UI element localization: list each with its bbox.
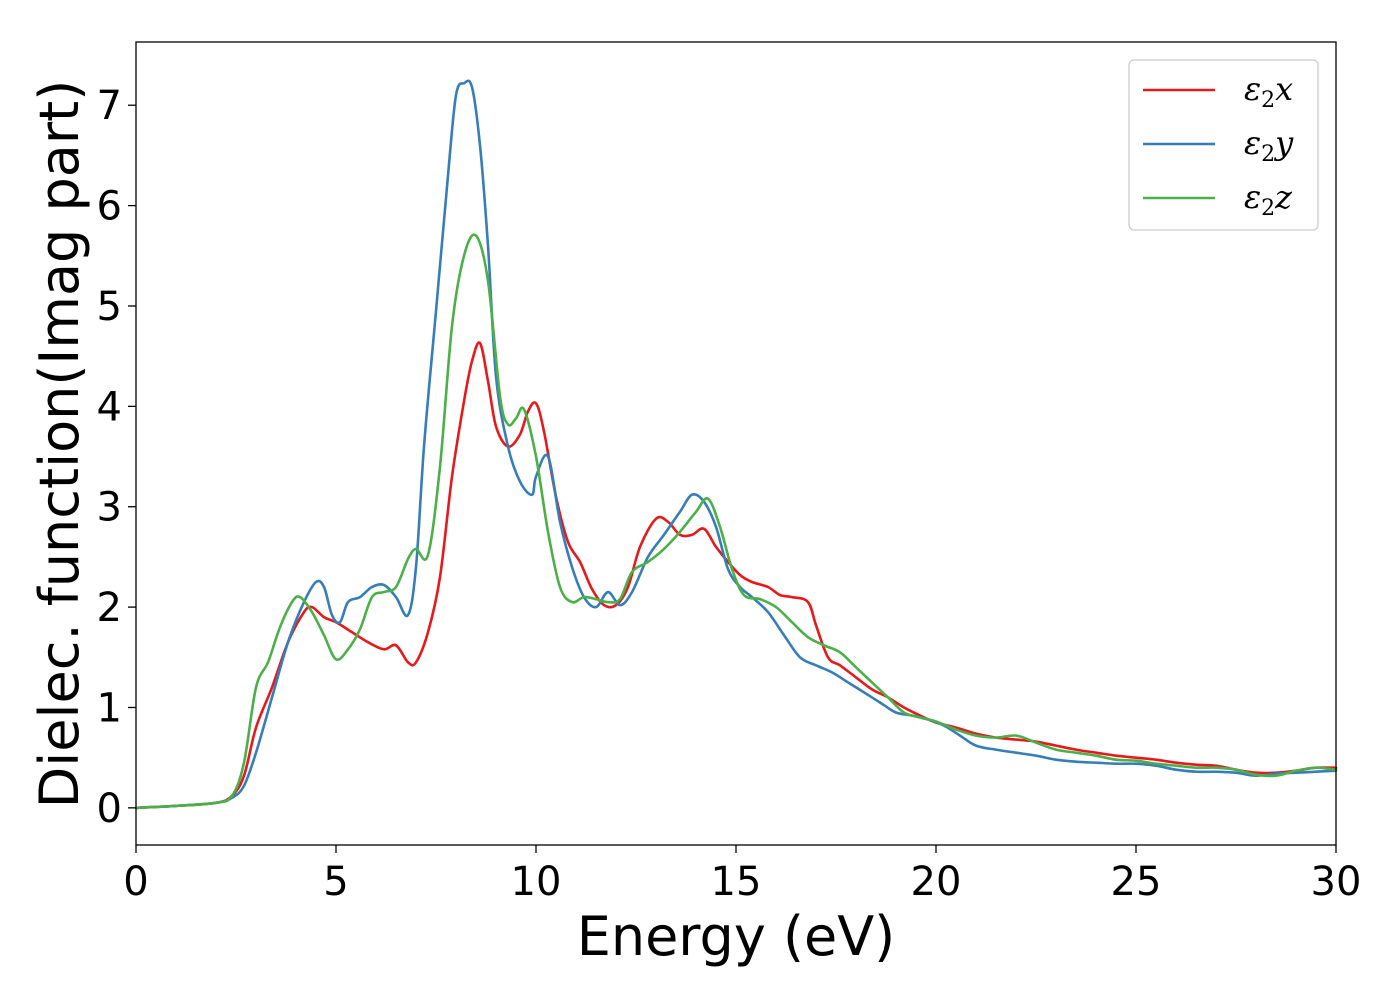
legend: ε2x ε2y ε2z xyxy=(1128,59,1319,231)
y-tick-label: 7 xyxy=(97,83,122,129)
y-tick-label: 6 xyxy=(97,184,122,230)
y-axis-label: Dielec. function(Imag part) xyxy=(28,80,91,809)
y-tick-label: 4 xyxy=(97,384,122,430)
y-tick-label: 5 xyxy=(97,284,122,330)
x-axis-label: Energy (eV) xyxy=(577,905,896,968)
series-layer xyxy=(134,79,1338,810)
series-line-z xyxy=(134,233,1338,810)
y-tick-label: 2 xyxy=(97,585,122,631)
y-axis-ticks: 0 1 2 3 4 5 6 7 xyxy=(97,83,136,832)
legend-frame xyxy=(1128,59,1319,231)
x-tick-label: 25 xyxy=(1111,859,1162,905)
x-tick-label: 30 xyxy=(1311,859,1362,905)
y-tick-label: 0 xyxy=(97,786,122,832)
legend-label-z: ε2z xyxy=(1244,178,1293,221)
series-line-y xyxy=(134,79,1338,810)
y-tick-label: 3 xyxy=(97,485,122,531)
y-tick-label: 1 xyxy=(97,685,122,731)
x-tick-label: 0 xyxy=(123,859,148,905)
series-line-x xyxy=(134,341,1338,810)
x-axis-ticks: 0 5 10 15 20 25 30 xyxy=(123,845,1361,905)
x-tick-label: 20 xyxy=(911,859,962,905)
x-tick-label: 10 xyxy=(511,859,562,905)
legend-label-y: ε2y xyxy=(1244,124,1294,167)
x-tick-label: 15 xyxy=(711,859,762,905)
x-tick-label: 5 xyxy=(323,859,348,905)
legend-label-x: ε2x xyxy=(1244,70,1293,113)
